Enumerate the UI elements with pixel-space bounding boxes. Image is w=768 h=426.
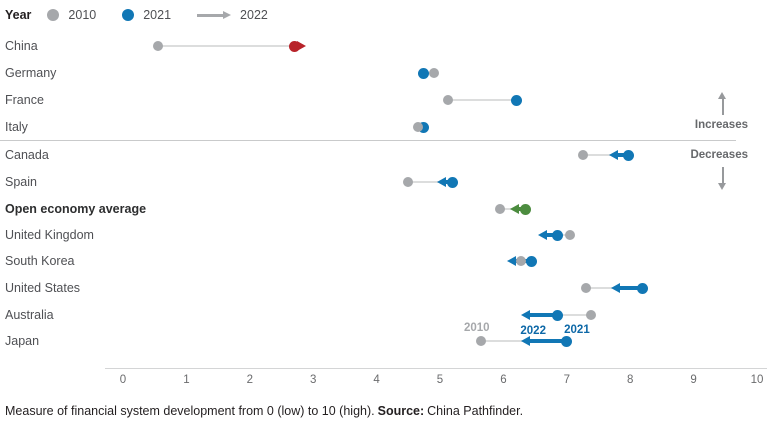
dot-2021	[418, 121, 430, 133]
x-axis-line	[105, 368, 767, 369]
row-label: China	[5, 39, 38, 53]
dot-2010	[442, 95, 453, 105]
legend-item-2021: 2021	[122, 8, 171, 22]
dot-2010	[412, 122, 423, 132]
dot-2010	[580, 283, 591, 293]
x-tick-label: 5	[436, 374, 444, 386]
legend-label-2010: 2010	[68, 8, 97, 22]
gray-dot-icon	[47, 9, 60, 21]
arrow-2022-head	[538, 229, 548, 240]
dot-2010	[495, 204, 506, 214]
connector-line	[447, 99, 517, 101]
row-label: Spain	[5, 175, 37, 189]
x-tick-label: 10	[750, 374, 764, 386]
row-label: United States	[5, 281, 81, 295]
up-arrow-icon	[722, 98, 724, 115]
year-annotation-2010: 2010	[463, 322, 490, 334]
connector-line	[408, 181, 453, 183]
arrow-2022-head	[509, 203, 519, 214]
dot-2021	[551, 229, 563, 241]
dot-2021	[288, 40, 300, 52]
arrow-2022-head	[296, 40, 306, 51]
arrow-2022-head	[506, 255, 516, 266]
arrow-2022-shaft	[619, 286, 643, 290]
x-tick-label: 9	[690, 374, 697, 386]
up-arrow-head-icon	[718, 92, 726, 99]
row-label: France	[5, 93, 44, 107]
arrow-2022-head	[436, 176, 446, 187]
connector-line	[557, 234, 570, 236]
group-divider-line	[0, 140, 736, 141]
arrow-2022-shaft	[528, 313, 558, 317]
increases-label: Increases	[694, 119, 748, 131]
x-tick-label: 4	[373, 374, 380, 386]
x-tick-label: 1	[183, 374, 190, 386]
dot-2021	[622, 149, 634, 161]
arrow-2022-head	[611, 282, 621, 293]
arrow-2022-shaft	[528, 339, 567, 343]
legend-item-2022: 2022	[197, 8, 268, 22]
dot-2010	[428, 68, 439, 78]
row-label: Germany	[5, 66, 57, 80]
x-tick-label: 6	[500, 374, 507, 386]
caption: Measure of financial system development …	[5, 404, 523, 418]
row-label: United Kingdom	[5, 228, 94, 242]
row-label: Open economy average	[5, 202, 147, 216]
x-tick-label: 7	[563, 374, 570, 386]
x-tick-label: 3	[309, 374, 317, 386]
dot-2010	[152, 41, 163, 51]
arrow-2022-head	[520, 335, 530, 346]
x-tick-label: 8	[626, 374, 634, 386]
caption-text: Measure of financial system development …	[5, 404, 375, 418]
dot-2021	[447, 176, 459, 188]
row-label: Australia	[5, 308, 54, 322]
caption-source-value: China Pathfinder.	[427, 404, 524, 418]
blue-dot-icon	[122, 9, 135, 21]
row-label: Canada	[5, 148, 49, 162]
down-arrow-icon	[722, 167, 724, 184]
dot-2021	[637, 282, 649, 294]
legend-label-2021: 2021	[143, 8, 172, 22]
dot-2021	[561, 335, 573, 347]
dot-2010	[585, 310, 596, 320]
connector-line	[557, 314, 591, 316]
row-label: Italy	[5, 120, 28, 134]
legend-title: Year	[5, 8, 32, 22]
row-label: Japan	[5, 334, 40, 348]
legend-item-2010: 2010	[47, 8, 96, 22]
dot-2010	[476, 336, 487, 346]
dot-2021	[526, 255, 538, 267]
arrow-right-icon	[197, 9, 232, 21]
row-label: South Korea	[5, 254, 75, 268]
arrow-2022-head	[520, 309, 530, 320]
dot-2021	[418, 67, 430, 79]
dot-2010	[403, 177, 414, 187]
year-annotation-2021: 2021	[564, 324, 590, 336]
legend: Year 2010 2021 2022	[5, 5, 294, 25]
legend-label-2022: 2022	[240, 8, 268, 22]
decreases-label: Decreases	[690, 149, 748, 161]
dot-2021	[551, 309, 563, 321]
dot-2021	[510, 94, 522, 106]
x-tick-label: 2	[246, 374, 253, 386]
caption-source-label: Source:	[377, 404, 425, 418]
connector-line	[157, 45, 295, 47]
dot-2010	[564, 230, 575, 240]
x-tick-label: 0	[119, 374, 127, 386]
connector-line	[582, 154, 629, 156]
arrow-2022-head	[609, 149, 619, 160]
dot-2010	[516, 256, 527, 266]
down-arrow-head-icon	[718, 183, 726, 190]
year-annotation-2022: 2022	[520, 325, 546, 337]
dot-2021	[520, 203, 532, 215]
dot-2010	[577, 150, 588, 160]
